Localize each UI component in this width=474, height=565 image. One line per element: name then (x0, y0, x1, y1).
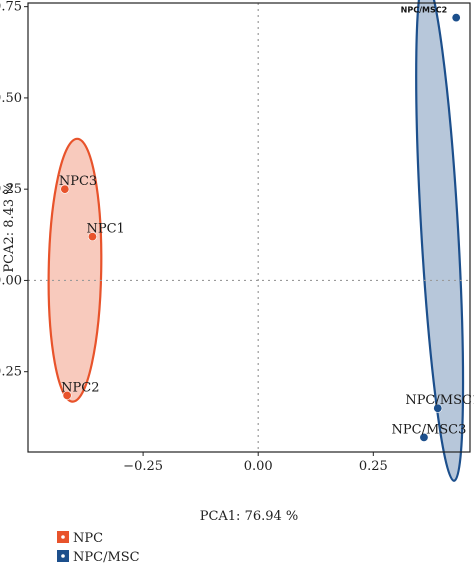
point-npc1 (87, 232, 97, 242)
point-label-npc1: NPC1 (86, 222, 124, 237)
y-tick-label: 0.00 (0, 273, 22, 288)
data-point-labels: NPC3 NPC1 NPC2 NPC/MSC2 NPC/MSC1 NPC/MSC3 (59, 6, 474, 438)
point-npc-msc2 (451, 13, 461, 23)
point-npc3 (60, 184, 70, 194)
legend-label: NPC (73, 531, 103, 546)
point-npc2 (62, 390, 72, 400)
point-label-npc-msc2: NPC/MSC2 (401, 6, 448, 15)
y-tick-label: 0.25 (0, 182, 22, 197)
legend-swatch-dot (61, 535, 65, 539)
x-tick-label: −0.25 (123, 459, 163, 474)
x-tick-label: 0.00 (244, 459, 273, 474)
group-ellipses (47, 0, 465, 482)
data-points (60, 13, 461, 442)
y-axis-ticks: 0.75 0.50 0.25 0.00 −0.25 (0, 0, 28, 380)
plot-frame (27, 2, 471, 453)
zero-reference-lines (28, 3, 470, 452)
y-tick-label: −0.25 (0, 365, 22, 380)
legend: NPC NPC/MSC (57, 531, 140, 565)
point-label-npc3: NPC3 (59, 174, 97, 189)
ellipse-npc-msc (415, 0, 465, 482)
legend-swatch-dot (61, 554, 65, 558)
legend-label: NPC/MSC (73, 550, 140, 565)
x-tick-label: 0.25 (359, 459, 388, 474)
x-axis-title: PCA1: 76.94 % (200, 509, 299, 524)
x-axis-ticks: −0.25 0.00 0.25 (123, 452, 388, 474)
point-npc-msc1 (433, 403, 443, 413)
point-label-npc-msc3: NPC/MSC3 (392, 422, 467, 437)
point-npc-msc3 (419, 432, 429, 442)
y-tick-label: 0.75 (0, 0, 22, 15)
y-axis-title: PCA2: 8.43 % (2, 182, 17, 272)
ellipse-npc (47, 137, 103, 403)
point-label-npc-msc1: NPC/MSC1 (405, 393, 474, 408)
point-label-npc2: NPC2 (61, 380, 99, 395)
y-tick-label: 0.50 (0, 91, 22, 106)
